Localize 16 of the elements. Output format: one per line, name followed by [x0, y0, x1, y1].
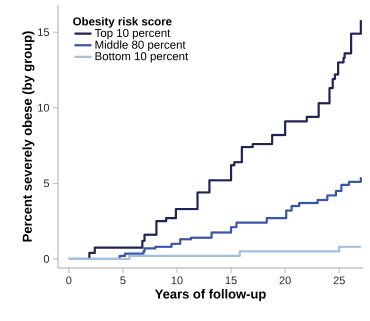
x-tick-label: 10	[172, 276, 183, 284]
legend-label: Middle 80 percent	[96, 40, 186, 52]
y-axis-title: Percent severely obese (by group)	[22, 31, 34, 242]
x-tick-label: 5	[120, 276, 126, 284]
legend-label: Bottom 10 percent	[96, 52, 188, 63]
x-tick-label: 20	[280, 276, 291, 284]
x-tick-label: 15	[226, 276, 237, 284]
y-tick-label: 15	[38, 28, 50, 36]
x-tick-label: 0	[66, 276, 72, 284]
y-tick-label: 10	[38, 104, 50, 112]
x-axis-title: Years of follow-up	[154, 289, 266, 302]
y-tick-label: 0	[44, 255, 50, 263]
legend-label: Top 10 percent	[94, 28, 170, 40]
x-tick-label: 25	[334, 276, 345, 284]
legend-title: Obesity risk score	[73, 17, 172, 28]
y-tick-label: 5	[44, 180, 50, 188]
